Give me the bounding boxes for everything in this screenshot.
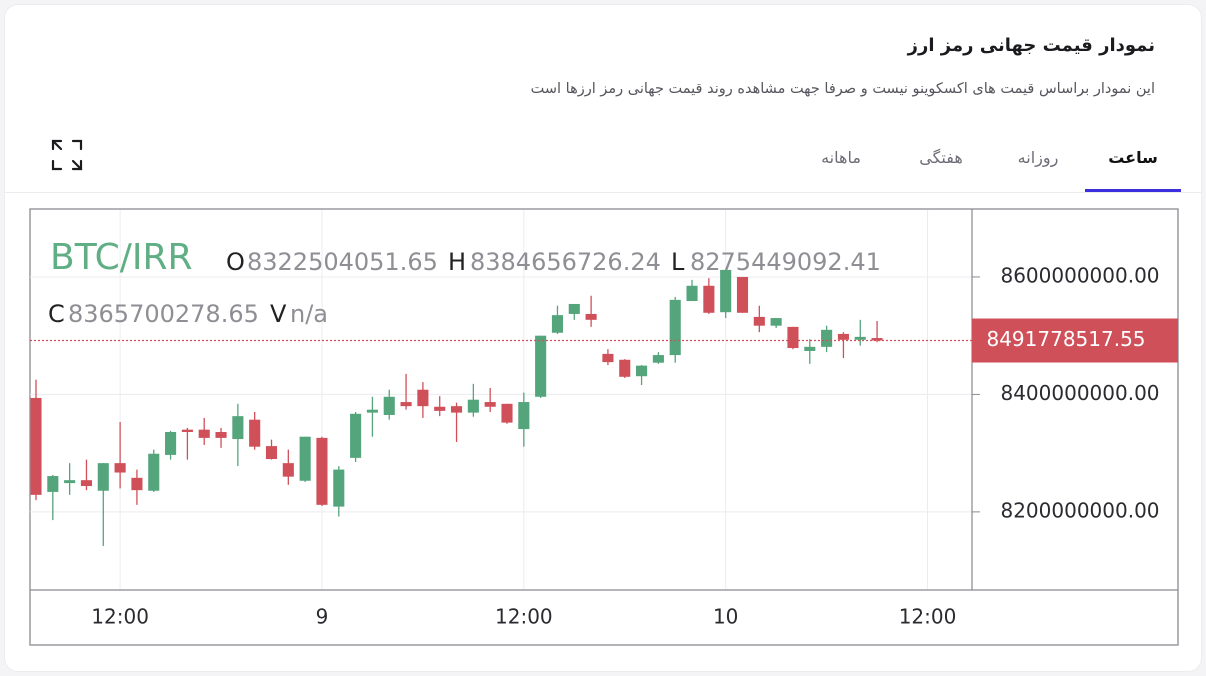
x-tick-label: 12:00 <box>899 605 957 629</box>
candle-body <box>114 463 126 473</box>
candle-body <box>821 329 833 347</box>
candle-body <box>518 402 530 430</box>
candle-body <box>703 285 715 313</box>
legend-value: 8384656726.24 <box>470 248 661 276</box>
tab[interactable]: ماهانه <box>821 148 861 167</box>
candle-body <box>602 353 614 363</box>
x-tick-label: 12:00 <box>91 605 149 629</box>
candle-body <box>215 432 227 438</box>
expand-button[interactable] <box>47 135 87 175</box>
candle-body <box>770 318 782 326</box>
candle-body <box>787 326 799 349</box>
candle-body <box>736 276 749 313</box>
tab[interactable]: هفتگی <box>919 148 963 167</box>
candle-body <box>350 413 362 458</box>
legend-label: H <box>448 248 466 276</box>
y-tick-label: 8400000000.00 <box>1000 381 1159 405</box>
legend-label: O <box>226 248 245 276</box>
legend-value: 8275449092.41 <box>690 248 881 276</box>
candle-body <box>64 480 76 484</box>
candle-body <box>804 346 816 351</box>
candle-body <box>585 313 597 320</box>
candle-body <box>450 406 463 413</box>
candle-body <box>47 476 59 492</box>
candle-body <box>316 437 328 505</box>
legend-label: V <box>270 300 287 328</box>
x-tick-label: 10 <box>713 605 738 629</box>
candle-body <box>619 359 631 377</box>
symbol: BTC/IRR <box>50 237 193 278</box>
candle-body <box>282 463 294 477</box>
candle-body <box>535 335 547 397</box>
candle-body <box>165 432 177 455</box>
candle-body <box>686 285 698 302</box>
legend-value: 8365700278.65 <box>68 300 259 328</box>
last-price-label: 8491778517.55 <box>986 327 1145 351</box>
tab[interactable]: روزانه <box>1017 148 1059 167</box>
candle-body <box>80 480 93 487</box>
candle-body <box>720 269 732 313</box>
candle-body <box>417 389 429 407</box>
candle-body <box>232 416 244 440</box>
x-tick-label: 9 <box>316 605 329 629</box>
divider <box>5 192 1201 193</box>
card-title: نمودار قیمت جهانی رمز ارز <box>907 35 1155 56</box>
candle-body <box>636 365 648 377</box>
chart-frame <box>29 208 1179 646</box>
candle-body <box>854 336 866 340</box>
candle-body <box>30 397 42 495</box>
candle-body <box>434 406 446 411</box>
candle-body <box>299 436 311 481</box>
tab[interactable]: ساعت <box>1108 148 1158 167</box>
candle-body <box>333 469 345 507</box>
card-subtitle: این نمودار براساس قیمت های اکسکوینو نیست… <box>530 81 1155 97</box>
tab-underline <box>1085 189 1181 192</box>
candle-body <box>551 315 564 333</box>
last-price-box <box>972 318 1178 363</box>
candle-body <box>871 338 883 341</box>
candle-body <box>366 409 378 413</box>
candle-body <box>753 316 765 326</box>
candle-body <box>484 402 496 407</box>
candle-body <box>181 429 193 433</box>
candle-body <box>97 463 109 491</box>
candle-body <box>837 333 849 340</box>
candle-body <box>467 399 479 413</box>
candle-body <box>669 299 681 356</box>
candle-body <box>501 403 513 423</box>
x-tick-label: 12:00 <box>495 605 553 629</box>
y-tick-label: 8600000000.00 <box>1000 263 1159 287</box>
legend-label: C <box>48 300 65 328</box>
legend-label: L <box>671 248 685 276</box>
candle-body <box>568 303 580 314</box>
legend-value: n/a <box>290 300 328 328</box>
candle-body <box>148 453 160 491</box>
candle-body <box>198 429 210 438</box>
candle-body <box>249 419 261 447</box>
candle-body <box>131 477 143 491</box>
candle-body <box>400 402 412 407</box>
candle-body <box>265 446 278 460</box>
y-tick-label: 8200000000.00 <box>1000 498 1159 522</box>
candle-body <box>652 355 664 363</box>
legend-value: 8322504051.65 <box>247 248 438 276</box>
candle-body <box>383 396 395 415</box>
